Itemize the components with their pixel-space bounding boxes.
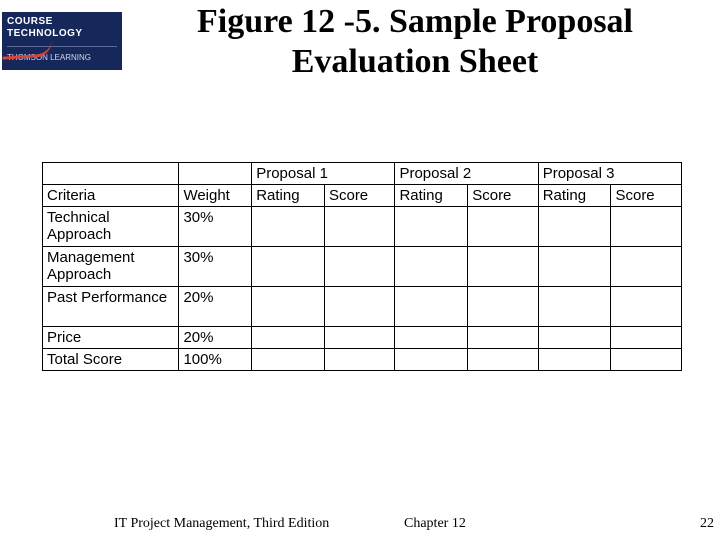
p2-rating-cell bbox=[395, 247, 468, 287]
p2-score-cell bbox=[468, 349, 538, 371]
table-row: Total Score100% bbox=[43, 349, 682, 371]
logo-brand-line2: TECHNOLOGY bbox=[7, 28, 117, 40]
publisher-logo: COURSE TECHNOLOGY THOMSON LEARNING bbox=[2, 12, 122, 70]
table-row: Past Performance20% bbox=[43, 287, 682, 327]
group-header-proposal-1: Proposal 1 bbox=[252, 163, 395, 185]
slide-title-line2: Evaluation Sheet bbox=[292, 43, 539, 80]
criteria-cell: Technical Approach bbox=[43, 207, 179, 247]
p3-rating-cell bbox=[538, 287, 611, 327]
table-group-header-row: Proposal 1 Proposal 2 Proposal 3 bbox=[43, 163, 682, 185]
footer-page-number: 22 bbox=[700, 516, 714, 532]
group-header-proposal-2: Proposal 2 bbox=[395, 163, 538, 185]
col-header-p2-score: Score bbox=[468, 185, 538, 207]
group-header-blank-criteria bbox=[43, 163, 179, 185]
criteria-cell: Total Score bbox=[43, 349, 179, 371]
p1-rating-cell bbox=[252, 287, 325, 327]
p1-score-cell bbox=[324, 207, 394, 247]
weight-cell: 30% bbox=[179, 207, 252, 247]
p2-rating-cell bbox=[395, 349, 468, 371]
p1-score-cell bbox=[324, 349, 394, 371]
p1-rating-cell bbox=[252, 247, 325, 287]
p3-score-cell bbox=[611, 349, 682, 371]
weight-cell: 20% bbox=[179, 287, 252, 327]
col-header-criteria: Criteria bbox=[43, 185, 179, 207]
p2-rating-cell bbox=[395, 327, 468, 349]
footer-chapter: Chapter 12 bbox=[404, 516, 466, 532]
evaluation-rows: Technical Approach30%Management Approach… bbox=[43, 207, 682, 371]
p1-rating-cell bbox=[252, 327, 325, 349]
table-column-header-row: Criteria Weight Rating Score Rating Scor… bbox=[43, 185, 682, 207]
p3-score-cell bbox=[611, 247, 682, 287]
logo-brand-line1: COURSE bbox=[7, 16, 117, 28]
p3-score-cell bbox=[611, 287, 682, 327]
p3-rating-cell bbox=[538, 247, 611, 287]
criteria-cell: Price bbox=[43, 327, 179, 349]
weight-cell: 100% bbox=[179, 349, 252, 371]
p2-score-cell bbox=[468, 327, 538, 349]
col-header-p1-score: Score bbox=[324, 185, 394, 207]
criteria-cell: Past Performance bbox=[43, 287, 179, 327]
col-header-p3-rating: Rating bbox=[538, 185, 611, 207]
slide-title-line1: Figure 12 -5. Sample Proposal bbox=[197, 3, 633, 40]
evaluation-table: Proposal 1 Proposal 2 Proposal 3 Criteri… bbox=[42, 162, 682, 371]
p2-rating-cell bbox=[395, 207, 468, 247]
p1-score-cell bbox=[324, 287, 394, 327]
p3-score-cell bbox=[611, 207, 682, 247]
group-header-proposal-3: Proposal 3 bbox=[538, 163, 681, 185]
slide-title: Figure 12 -5. Sample Proposal Evaluation… bbox=[130, 0, 700, 82]
p1-score-cell bbox=[324, 247, 394, 287]
p2-score-cell bbox=[468, 247, 538, 287]
p2-rating-cell bbox=[395, 287, 468, 327]
p3-rating-cell bbox=[538, 207, 611, 247]
p1-rating-cell bbox=[252, 207, 325, 247]
weight-cell: 30% bbox=[179, 247, 252, 287]
col-header-p2-rating: Rating bbox=[395, 185, 468, 207]
p2-score-cell bbox=[468, 287, 538, 327]
p3-rating-cell bbox=[538, 327, 611, 349]
p3-rating-cell bbox=[538, 349, 611, 371]
p1-score-cell bbox=[324, 327, 394, 349]
col-header-p1-rating: Rating bbox=[252, 185, 325, 207]
table-row: Management Approach30% bbox=[43, 247, 682, 287]
footer-book-title: IT Project Management, Third Edition bbox=[114, 516, 329, 532]
table-row: Technical Approach30% bbox=[43, 207, 682, 247]
p3-score-cell bbox=[611, 327, 682, 349]
slide-title-wrap: Figure 12 -5. Sample Proposal Evaluation… bbox=[130, 0, 700, 82]
group-header-blank-weight bbox=[179, 163, 252, 185]
col-header-weight: Weight bbox=[179, 185, 252, 207]
evaluation-table-wrap: Proposal 1 Proposal 2 Proposal 3 Criteri… bbox=[42, 162, 682, 371]
criteria-cell: Management Approach bbox=[43, 247, 179, 287]
table-row: Price20% bbox=[43, 327, 682, 349]
weight-cell: 20% bbox=[179, 327, 252, 349]
p2-score-cell bbox=[468, 207, 538, 247]
p1-rating-cell bbox=[252, 349, 325, 371]
slide-footer: IT Project Management, Third Edition Cha… bbox=[0, 512, 720, 532]
col-header-p3-score: Score bbox=[611, 185, 682, 207]
